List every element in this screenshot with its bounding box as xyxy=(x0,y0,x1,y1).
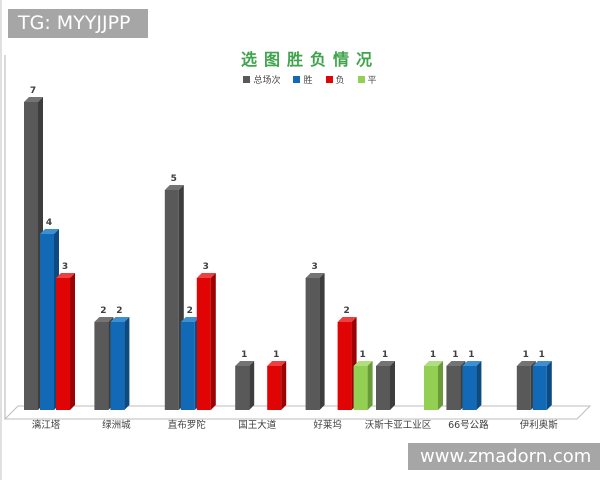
bar-总场次-1: 2 xyxy=(94,306,114,410)
bar-负-3: 1 xyxy=(267,350,287,410)
legend-label: 平 xyxy=(367,76,377,86)
category-label-0: 漓江塔 xyxy=(32,419,61,431)
legend-item-2: 负 xyxy=(325,73,345,86)
bar-group-0: 7 4 3 漓江塔 xyxy=(24,86,75,431)
bar-value-label: 4 xyxy=(46,218,52,228)
category-label-2: 直布罗陀 xyxy=(168,419,207,431)
chart-floor xyxy=(3,405,592,420)
bar-value-label: 7 xyxy=(30,86,36,96)
bar-平-5: 1 xyxy=(424,350,443,410)
legend-label: 胜 xyxy=(303,76,313,86)
bar-总场次-4: 3 xyxy=(305,262,325,410)
bar-胜-7: 1 xyxy=(532,350,552,410)
category-label-3: 国王大道 xyxy=(238,419,277,431)
bar-总场次-5: 1 xyxy=(376,350,395,410)
bar-group-2: 5 2 3 直布罗陀 xyxy=(164,174,216,431)
legend-item-3: 平 xyxy=(357,73,377,86)
chart-legend: 总场次 胜 负 平 xyxy=(0,73,600,86)
tg-watermark-banner: TG: MYYJJPP xyxy=(8,9,148,38)
category-label-5: 沃斯卡亚工业区 xyxy=(365,419,432,431)
bar-group-7: 1 1 伊利奥斯 xyxy=(516,350,559,431)
bar-value-label: 1 xyxy=(468,350,474,360)
legend-label: 负 xyxy=(335,76,345,86)
bar-group-3: 1 1 国王大道 xyxy=(235,350,287,431)
bar-value-label: 5 xyxy=(171,174,177,184)
bar-value-label: 1 xyxy=(273,350,279,360)
bar-value-label: 3 xyxy=(203,262,209,272)
bar-value-label: 1 xyxy=(430,350,436,360)
bar-胜-1: 2 xyxy=(110,306,130,410)
legend-item-1: 胜 xyxy=(293,73,313,86)
category-label-4: 好莱坞 xyxy=(313,419,342,431)
bar-value-label: 3 xyxy=(311,262,317,272)
bar-负-0: 3 xyxy=(56,262,75,410)
legend-swatch-icon xyxy=(293,76,301,83)
bar-负-2: 3 xyxy=(196,262,216,410)
site-watermark-banner: www.zmadorn.com xyxy=(408,443,600,470)
bar-value-label: 1 xyxy=(241,350,247,360)
bar-总场次-3: 1 xyxy=(235,350,255,410)
bar-value-label: 2 xyxy=(116,306,122,316)
legend-label: 总场次 xyxy=(253,76,281,86)
bar-value-label: 1 xyxy=(523,350,529,360)
bar-总场次-6: 1 xyxy=(446,350,466,410)
legend-swatch-icon xyxy=(243,76,251,83)
bar-group-5: 1 1 沃斯卡亚工业区 xyxy=(365,350,443,431)
category-label-6: 66号公路 xyxy=(448,419,489,431)
legend-item-0: 总场次 xyxy=(243,73,280,86)
left-edge-border xyxy=(0,0,2,480)
bar-group-6: 1 1 66号公路 xyxy=(446,350,489,431)
category-label-1: 绿洲城 xyxy=(102,419,131,431)
legend-swatch-icon xyxy=(325,76,333,83)
legend-swatch-icon xyxy=(357,76,365,83)
chart-title: 选图胜负情况 xyxy=(240,50,379,69)
bar-group-1: 2 2 绿洲城 xyxy=(94,306,131,431)
bar-value-label: 2 xyxy=(343,306,349,316)
bar-value-label: 3 xyxy=(62,262,68,272)
bar-平-4: 1 xyxy=(353,350,373,410)
bar-value-label: 1 xyxy=(359,350,365,360)
bar-value-label: 2 xyxy=(187,306,193,316)
bar-group-4: 3 2 1 好莱坞 xyxy=(305,262,373,431)
bar-胜-6: 1 xyxy=(462,350,482,410)
bar-value-label: 1 xyxy=(382,350,388,360)
bar-value-label: 1 xyxy=(539,350,545,360)
bar-总场次-2: 5 xyxy=(164,174,184,410)
bar-value-label: 2 xyxy=(100,306,106,316)
bar-value-label: 1 xyxy=(452,350,458,360)
category-label-7: 伊利奥斯 xyxy=(520,419,559,431)
